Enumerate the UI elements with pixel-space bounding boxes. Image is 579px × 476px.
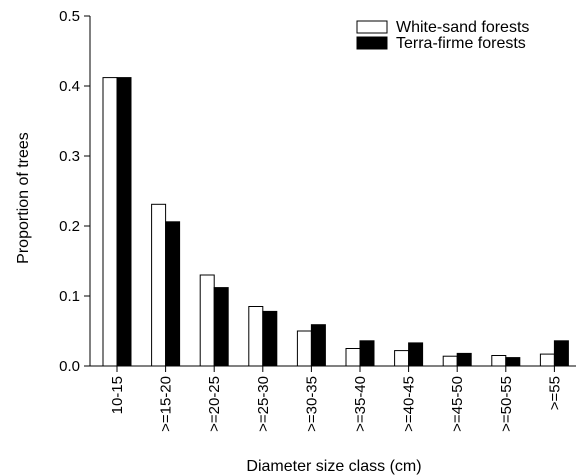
legend-label-terra-firme: Terra-firme forests [396, 35, 526, 52]
bar-white-sand-3 [248, 306, 264, 367]
bar-white-sand-4 [296, 330, 312, 367]
y-tick-label: 0.3 [59, 148, 80, 165]
legend-swatch-white-sand [356, 20, 388, 34]
bar-terra-firme-3 [262, 310, 278, 367]
x-tick-label: >=50-55 [498, 376, 515, 432]
x-tick-label: >=55 [546, 376, 563, 410]
bar-white-sand-0 [102, 77, 118, 367]
bar-terra-firme-1 [165, 221, 181, 367]
y-axis-title: Proportion of trees [15, 132, 32, 264]
x-tick-label: >=25-30 [255, 376, 272, 432]
y-tick-label: 0.1 [59, 288, 80, 305]
bar-white-sand-2 [199, 274, 215, 367]
bar-white-sand-8 [491, 355, 507, 367]
bar-white-sand-9 [539, 353, 555, 367]
bar-terra-firme-0 [116, 77, 132, 367]
y-tick-label: 0.5 [59, 8, 80, 25]
bar-terra-firme-4 [310, 324, 326, 367]
axes-group [89, 16, 576, 367]
y-tick-label: 0.0 [59, 358, 80, 375]
x-tick-label: >=40-45 [401, 376, 418, 432]
bar-white-sand-5 [345, 348, 361, 367]
bar-white-sand-6 [394, 350, 410, 367]
bar-terra-firme-6 [408, 342, 424, 367]
x-tick-label: >=15-20 [158, 376, 175, 432]
bars-group [102, 77, 569, 367]
y-tick-label: 0.2 [59, 218, 80, 235]
x-tick-label: >=20-25 [206, 376, 223, 432]
x-tick-label: 10-15 [109, 376, 126, 414]
x-tick-label: >=45-50 [449, 376, 466, 432]
x-tick-label: >=30-35 [303, 376, 320, 432]
bar-terra-firme-8 [505, 357, 521, 367]
x-tick-label: >=35-40 [352, 376, 369, 432]
bar-terra-firme-2 [213, 287, 229, 367]
y-tick-label: 0.4 [59, 78, 80, 95]
legend-label-white-sand: White-sand forests [396, 19, 529, 36]
ticks-group: 10-15 >=15-20 >=20-25 >=25-30 >=30-35 >=35-40… [59, 8, 563, 432]
bar-terra-firme-7 [456, 352, 472, 367]
bar-terra-firme-9 [553, 340, 569, 367]
bar-terra-firme-5 [359, 340, 375, 367]
bar-white-sand-1 [151, 203, 167, 367]
bar-white-sand-7 [442, 355, 458, 367]
x-axis-title: Diameter size class (cm) [246, 458, 421, 475]
legend-swatch-terra-firme [356, 36, 388, 50]
